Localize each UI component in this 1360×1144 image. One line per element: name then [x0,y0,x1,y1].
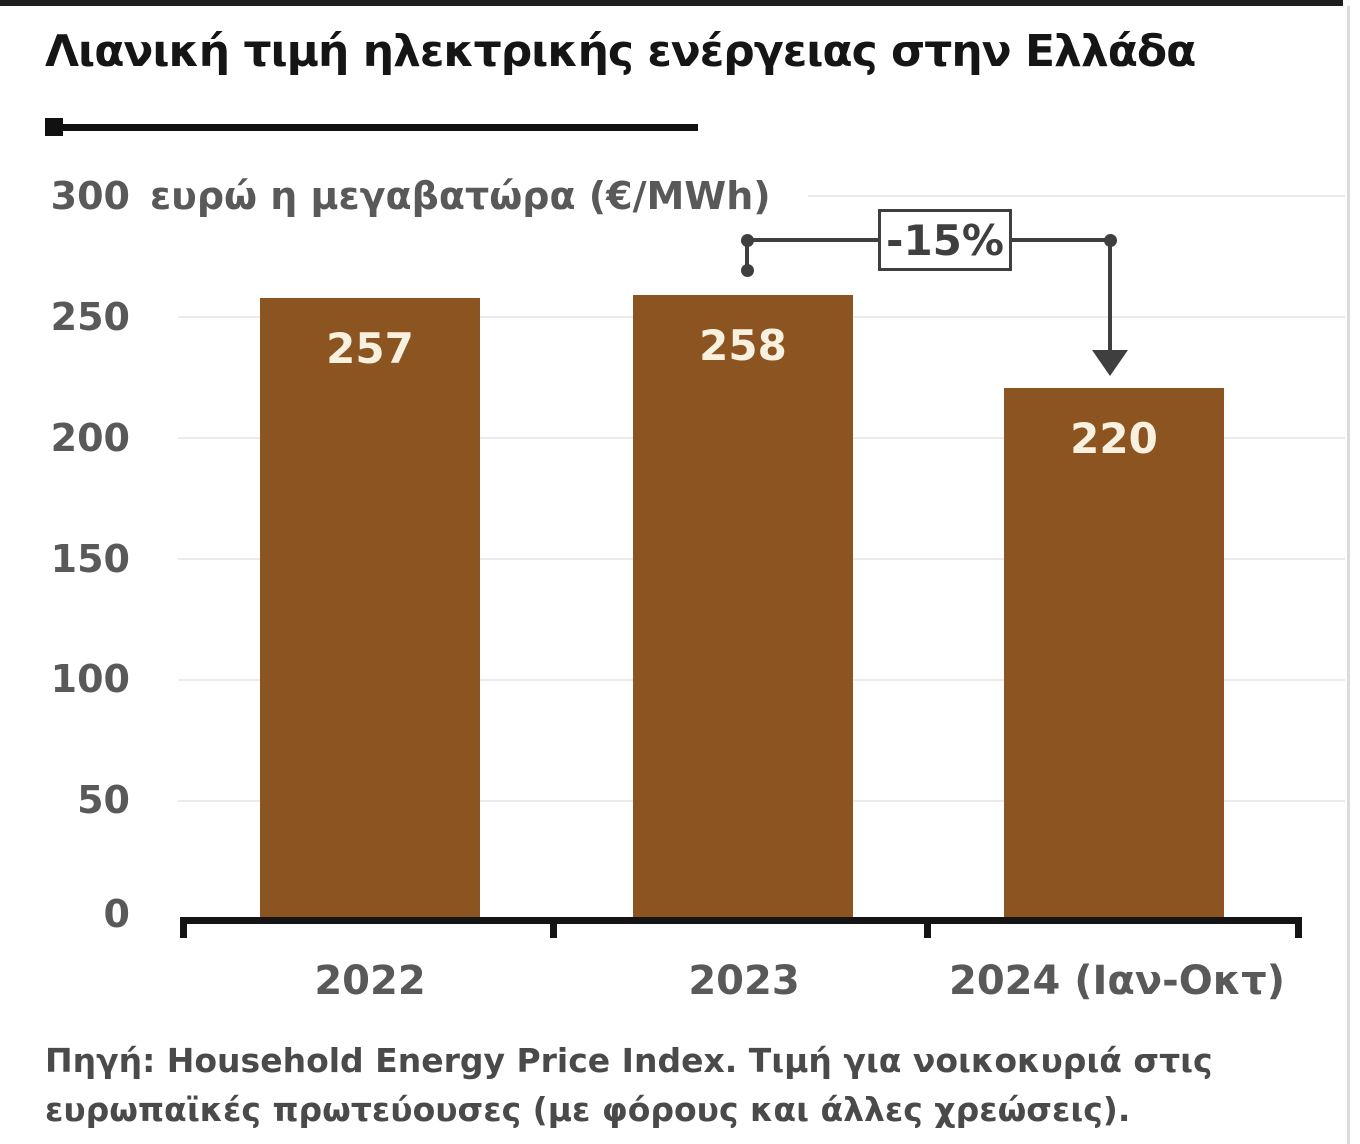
annotation-connector-2023 [745,240,749,270]
gridline-300 [808,195,1345,197]
y-tick-0: 0 [103,892,130,936]
annotation-arrow-shaft [1108,242,1112,350]
annotation-dot-corner [1104,234,1117,247]
source-note-line1: Πηγή: Household Energy Price Index. Τιμή… [45,1041,1213,1080]
y-tick-300: 300 [50,174,130,218]
chart-title: Λιανική τιμή ηλεκτρικής ενέργειας στην Ε… [45,26,1196,77]
bar-2024-value-label: 220 [1070,414,1158,463]
y-tick-150: 150 [50,537,130,581]
x-label-2024: 2024 (Ιαν-Οκτ) [949,958,1285,1004]
title-underline-rule [45,117,700,138]
x-axis-line [180,917,1302,924]
x-axis-tick-2 [550,917,557,938]
source-note: Πηγή: Household Energy Price Index. Τιμή… [45,1036,1213,1134]
right-edge-border [1347,6,1350,1144]
y-tick-250: 250 [50,295,130,339]
bar-2024: 220 [1004,388,1224,917]
bar-2023-value-label: 258 [699,321,787,370]
annotation-dot-bottom [741,264,754,277]
bar-2022: 257 [260,298,480,917]
bar-2022-value-label: 257 [326,324,414,373]
bar-2023: 258 [633,295,853,917]
annotation-percent-badge: -15% [878,209,1012,271]
y-axis-unit-label: ευρώ η μεγαβατώρα (€/MWh) [150,172,783,220]
title-rule-line [55,124,698,131]
x-label-2022: 2022 [314,958,426,1004]
x-label-2023: 2023 [688,958,800,1004]
top-edge-strip [0,0,1343,6]
x-axis-tick-3 [924,917,931,938]
y-tick-200: 200 [50,416,130,460]
y-tick-100: 100 [50,657,130,701]
x-axis-tick-4 [1295,917,1302,938]
annotation-dot-top [741,234,754,247]
x-axis-tick-1 [180,917,187,938]
y-tick-50: 50 [77,778,130,822]
source-note-line2: ευρωπαϊκές πρωτεύουσες (με φόρους και άλ… [45,1090,1131,1129]
title-rule-square [45,118,63,136]
arrow-down-icon [1092,350,1128,376]
